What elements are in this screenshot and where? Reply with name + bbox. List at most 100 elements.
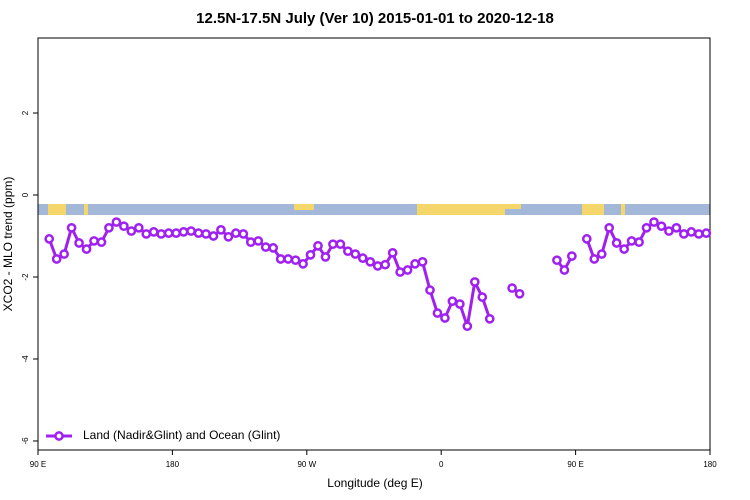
x-tick-label: 180 [703, 460, 717, 469]
point [649, 217, 659, 227]
land [48, 204, 66, 215]
point [455, 299, 465, 309]
point [290, 255, 301, 266]
point [89, 236, 99, 246]
point [66, 222, 77, 233]
land [294, 204, 314, 210]
point [104, 222, 114, 233]
point [74, 238, 84, 248]
x-tick-label: 0 [439, 460, 444, 469]
point [567, 251, 577, 261]
point [343, 246, 353, 257]
point [552, 255, 562, 266]
point [634, 237, 644, 248]
land [84, 204, 88, 215]
point [260, 242, 271, 252]
land [582, 204, 604, 215]
point [119, 221, 129, 232]
point [432, 308, 443, 318]
point [223, 231, 234, 242]
x-tick-label: 180 [166, 460, 180, 469]
point [693, 229, 704, 239]
x-tick-label: 90 W [297, 460, 316, 469]
point [298, 259, 308, 269]
point [268, 243, 279, 253]
series-line [47, 220, 492, 327]
point [686, 227, 697, 237]
point [275, 254, 286, 264]
ocean-strip [38, 204, 710, 215]
point [96, 237, 107, 248]
point [559, 265, 570, 275]
point [477, 292, 488, 302]
map-strip [38, 204, 710, 215]
point [171, 228, 181, 238]
point [380, 259, 391, 270]
land [417, 204, 505, 215]
point [581, 234, 592, 244]
point [611, 238, 622, 248]
point [245, 237, 256, 248]
point [484, 313, 495, 324]
point [469, 277, 480, 287]
point [664, 226, 674, 236]
point [357, 253, 368, 263]
x-tick-label: 90 E [30, 460, 46, 469]
point [133, 222, 144, 233]
y-tick-label: 2 [21, 110, 30, 115]
point [328, 239, 338, 250]
point [253, 236, 264, 246]
point [313, 240, 323, 251]
point [619, 244, 629, 254]
y-tick-label: -2 [21, 273, 30, 281]
x-tick-label: 90 E [567, 460, 583, 469]
point [596, 249, 607, 259]
x-axis-label: Longitude (deg E) [327, 476, 422, 490]
point [671, 222, 682, 233]
point [507, 283, 517, 293]
point [305, 250, 316, 260]
point [641, 222, 652, 233]
point [201, 229, 211, 239]
y-tick-label: -4 [21, 355, 30, 363]
point [178, 227, 189, 237]
point [283, 254, 293, 264]
plot-frame [37, 37, 711, 451]
point [425, 285, 435, 295]
point [156, 229, 167, 239]
legend-label: Land (Nadir&Glint) and Ocean (Glint) [83, 428, 280, 442]
point [656, 221, 667, 232]
legend-marker [54, 431, 64, 441]
point [350, 249, 361, 259]
point [216, 225, 226, 235]
land [505, 204, 521, 209]
point [626, 236, 637, 246]
point [81, 244, 92, 254]
chart-title: 12.5N-17.5N July (Ver 10) 2015-01-01 to … [196, 10, 554, 27]
point [59, 249, 69, 259]
point [440, 313, 450, 323]
point [44, 234, 55, 244]
point [462, 321, 473, 332]
point [447, 296, 458, 307]
point [51, 254, 62, 264]
point [365, 256, 376, 267]
point [238, 229, 249, 239]
point [604, 222, 615, 233]
point [231, 228, 241, 238]
point [589, 254, 600, 264]
point [514, 288, 525, 299]
y-axis-label: XCO2 - MLO trend (ppm) [1, 177, 15, 312]
point [417, 256, 428, 267]
y-tick-label: -6 [21, 437, 30, 445]
point [148, 227, 159, 237]
point [193, 228, 204, 238]
point [186, 226, 196, 236]
point [141, 229, 152, 239]
legend: Land (Nadir&Glint) and Ocean (Glint) [46, 428, 280, 442]
point [410, 259, 420, 269]
point [163, 228, 174, 238]
y-tick-label: 0 [21, 192, 30, 197]
point [387, 247, 398, 258]
